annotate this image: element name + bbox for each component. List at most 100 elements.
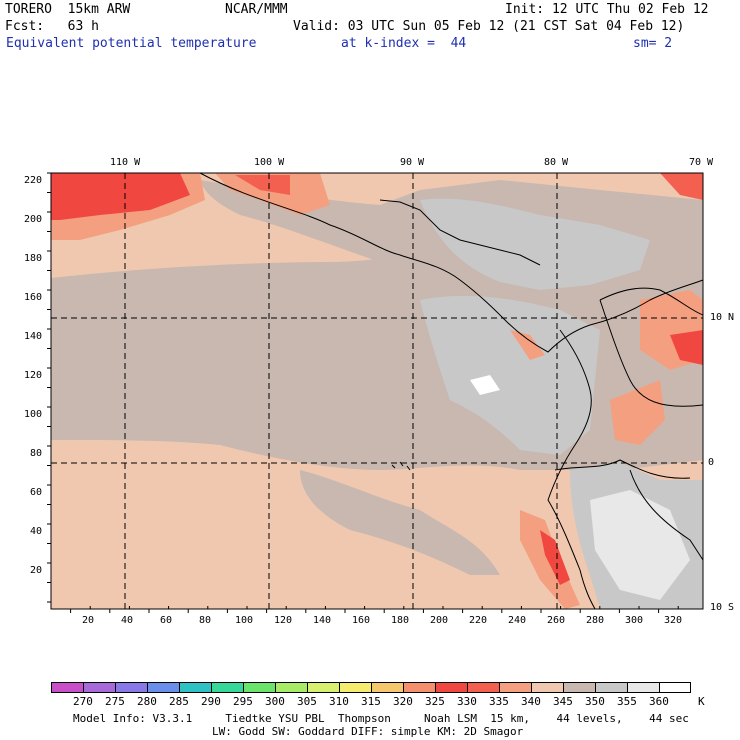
y-tick-label: 60 xyxy=(30,487,43,498)
x-tick-label: 200 xyxy=(430,615,449,626)
x-tick-label: 60 xyxy=(160,615,173,626)
x-tick-marks xyxy=(50,606,679,613)
field-345-south xyxy=(300,470,500,575)
colorbar-label: 290 xyxy=(201,695,221,708)
model-info: Model Info: V3.3.1 Tiedtke YSU PBL Thomp… xyxy=(73,712,689,725)
colorbar-swatch xyxy=(51,682,84,693)
lat-label-10s: 10 S xyxy=(710,602,735,613)
x-tick-label: 220 xyxy=(469,615,488,626)
colorbar-label: 345 xyxy=(553,695,573,708)
colorbar-swatch xyxy=(499,682,532,693)
field-335-panama xyxy=(510,330,545,360)
colorbar-swatch xyxy=(467,682,500,693)
galapagos-islands xyxy=(391,461,411,471)
field-350-caribbean xyxy=(420,198,650,290)
coastlines xyxy=(199,172,704,610)
colorbar-label: 340 xyxy=(521,695,541,708)
south-america-west-coast xyxy=(547,329,596,610)
venezuela-coast xyxy=(599,287,704,316)
colombia-border xyxy=(599,299,704,407)
x-tick-label: 240 xyxy=(508,615,527,626)
colorbar-label: 315 xyxy=(361,695,381,708)
y-tick-label: 100 xyxy=(24,409,43,420)
y-tick-label: 200 xyxy=(24,214,43,225)
x-tick-label: 180 xyxy=(391,615,410,626)
colorbar-label: 325 xyxy=(425,695,445,708)
colorbar-swatch xyxy=(307,682,340,693)
y-tick-marks xyxy=(47,172,51,603)
field-350-pacific xyxy=(420,295,600,455)
colorbar-swatch xyxy=(531,682,564,693)
colorbar-label: 310 xyxy=(329,695,349,708)
lat-lon-grid xyxy=(51,173,703,609)
peru-brazil-border xyxy=(629,469,704,561)
forecast-hour: Fcst: 63 h xyxy=(5,19,99,34)
colorbar-unit: K xyxy=(698,695,705,708)
colorbar-label: 320 xyxy=(393,695,413,708)
colorbar-label: 285 xyxy=(169,695,189,708)
ecuador-border xyxy=(554,459,691,479)
y-tick-label: 80 xyxy=(30,448,43,459)
colorbar-swatch xyxy=(211,682,244,693)
central-america-pacific-coast xyxy=(199,172,704,353)
colorbar-label: 280 xyxy=(137,695,157,708)
temperature-field xyxy=(51,173,703,609)
y-tick-label: 20 xyxy=(30,565,43,576)
lon-label-90w: 90 W xyxy=(400,157,425,168)
colorbar-swatch xyxy=(179,682,212,693)
x-tick-label: 140 xyxy=(313,615,332,626)
colorbar-label: 295 xyxy=(233,695,253,708)
field-330-venezuela xyxy=(670,330,703,365)
x-tick-label: 20 xyxy=(82,615,95,626)
lat-label-10n: 10 N xyxy=(710,312,735,323)
y-tick-label: 140 xyxy=(24,331,43,342)
colorbar-swatch xyxy=(435,682,468,693)
field-330-mexico xyxy=(235,175,290,195)
lon-label-100w: 100 W xyxy=(254,157,285,168)
init-time: Init: 12 UTC Thu 02 Feb 12 xyxy=(505,2,709,17)
center-title: NCAR/MMM xyxy=(225,2,288,17)
x-tick-label: 320 xyxy=(664,615,683,626)
colorbar-swatch xyxy=(627,682,660,693)
x-tick-label: 260 xyxy=(547,615,566,626)
colorbar-label: 360 xyxy=(649,695,669,708)
colorbar-label: 350 xyxy=(585,695,605,708)
model-title: TORERO 15km ARW xyxy=(5,2,131,17)
colorbar-swatch xyxy=(243,682,276,693)
y-tick-label: 220 xyxy=(24,175,43,186)
lon-label-80w: 80 W xyxy=(544,157,569,168)
field-330-nw xyxy=(51,173,190,220)
colorbar-label: 305 xyxy=(297,695,317,708)
y-tick-label: 40 xyxy=(30,526,43,537)
x-tick-label: 80 xyxy=(199,615,212,626)
field-330-peru xyxy=(540,530,570,585)
colorbar-label: 275 xyxy=(105,695,125,708)
physics-info: LW: Godd SW: Goddard DIFF: simple KM: 2D… xyxy=(212,725,524,738)
colorbar-swatch xyxy=(83,682,116,693)
x-tick-label: 40 xyxy=(121,615,134,626)
field-name: Equivalent potential temperature xyxy=(6,36,257,51)
lon-label-70w: 70 W xyxy=(689,157,714,168)
lat-label-0: 0 xyxy=(708,457,715,468)
field-360-patch xyxy=(470,375,500,395)
field-335-mexico xyxy=(215,173,330,215)
colorbar-swatch xyxy=(147,682,180,693)
colorbar-label: 270 xyxy=(73,695,93,708)
x-tick-label: 100 xyxy=(235,615,254,626)
colorbar-label: 355 xyxy=(617,695,637,708)
colorbar-label: 300 xyxy=(265,695,285,708)
y-tick-label: 180 xyxy=(24,253,43,264)
colorbar-swatch xyxy=(563,682,596,693)
y-tick-label: 160 xyxy=(24,292,43,303)
y-tick-label: 120 xyxy=(24,370,43,381)
colorbar-swatch xyxy=(115,682,148,693)
colorbar-swatch xyxy=(403,682,436,693)
colorbar-swatch xyxy=(595,682,628,693)
x-tick-label: 120 xyxy=(274,615,293,626)
central-america-caribbean-coast xyxy=(379,199,541,266)
x-tick-label: 300 xyxy=(625,615,644,626)
plot-frame xyxy=(50,172,704,610)
colorbar-swatch xyxy=(371,682,404,693)
field-355-amazon xyxy=(590,490,690,600)
